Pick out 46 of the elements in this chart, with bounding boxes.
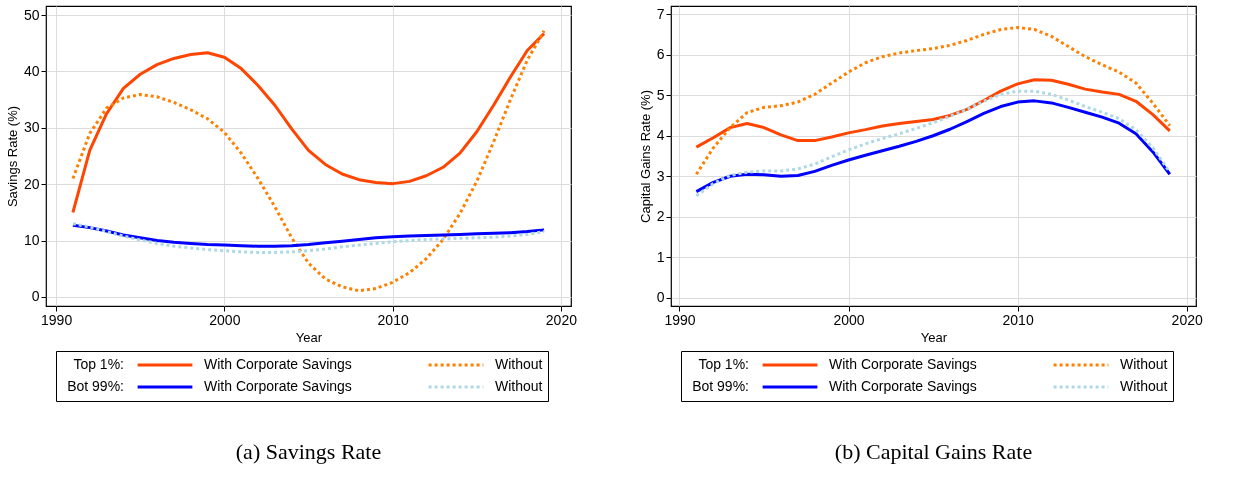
legend-label: With Corporate Savings [204, 378, 352, 394]
x-tick-label: 2010 [1002, 311, 1034, 328]
y-tick-label: 3 [656, 167, 665, 184]
text: (a) Savings Rate [235, 438, 382, 464]
x-tick-label: 2020 [1171, 311, 1203, 328]
y-tick-label: 5 [656, 86, 665, 103]
x-tick-label: 2000 [209, 311, 241, 328]
text: Top 1%: [73, 356, 124, 372]
x-axis-title: Year [295, 329, 323, 345]
legend-label: Without [495, 356, 543, 372]
legend-label: Without [1120, 378, 1168, 394]
y-tick-label: 30 [23, 119, 40, 136]
x-tick-label: 1990 [41, 311, 73, 328]
text: Bot 99%: [692, 378, 749, 394]
line-series [694, 25, 1172, 176]
text: Bot 99%: [67, 378, 124, 394]
y-tick-label: 50 [23, 6, 40, 23]
y-tick-label: 0 [31, 288, 40, 305]
x-axis-title: Year [920, 329, 948, 345]
text: (b) Capital Gains Rate [834, 438, 1033, 464]
x-tick-label: 2000 [833, 311, 865, 328]
y-tick-label: 6 [656, 46, 665, 63]
y-axis-title: Savings Rate (%) [4, 105, 20, 208]
y-axis-title: Capital Gains Rate (%) [637, 90, 653, 223]
y-tick-label: 4 [656, 127, 665, 144]
line-series [694, 78, 1172, 149]
line-series [71, 223, 546, 248]
x-tick-label: 1990 [664, 311, 696, 328]
legend-label: Without [495, 378, 543, 394]
line-series [71, 29, 546, 293]
line-series [71, 222, 546, 254]
text: Top 1%: [698, 356, 749, 372]
y-tick-label: 40 [23, 62, 40, 79]
legend-label: Without [1120, 356, 1168, 372]
x-tick-label: 2010 [377, 311, 409, 328]
legend-label: With Corporate Savings [829, 356, 977, 372]
y-tick-label: 2 [656, 208, 665, 225]
line-series [71, 32, 546, 214]
legend-label: With Corporate Savings [829, 378, 977, 394]
y-tick-label: 10 [23, 232, 40, 249]
y-tick-label: 7 [656, 5, 665, 22]
x-tick-label: 2020 [545, 311, 578, 328]
y-tick-label: 0 [656, 289, 665, 306]
legend-label: With Corporate Savings [204, 356, 352, 372]
y-tick-label: 1 [656, 248, 665, 265]
y-tick-label: 20 [23, 175, 40, 192]
